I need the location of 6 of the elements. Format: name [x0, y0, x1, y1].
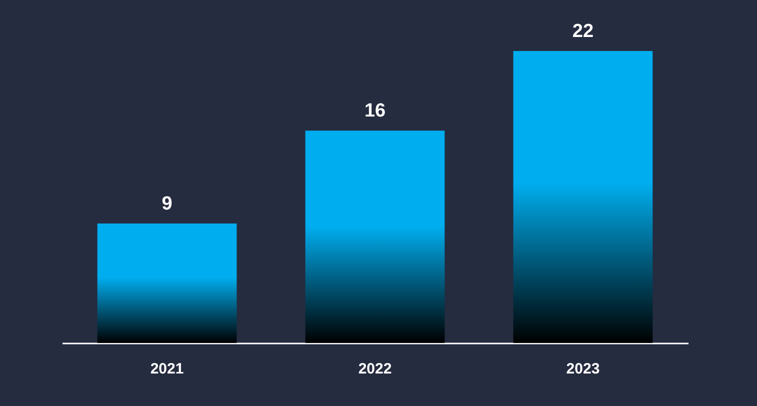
data-label: 16: [364, 100, 386, 122]
x-tick-label: 2021: [150, 360, 184, 378]
data-label: 9: [162, 194, 172, 215]
x-tick-label: 2023: [566, 360, 600, 378]
data-label: 22: [572, 21, 594, 42]
x-tick-label: 2022: [358, 360, 392, 378]
